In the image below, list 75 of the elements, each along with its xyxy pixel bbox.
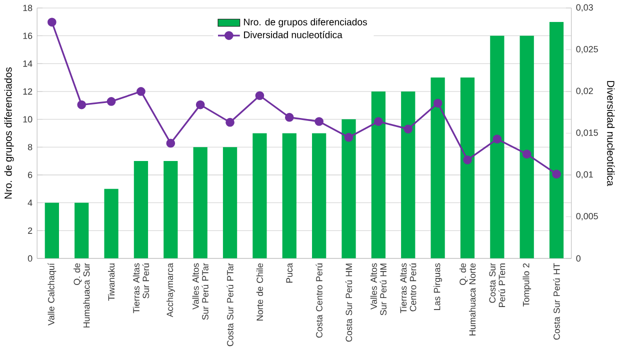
point bbox=[47, 18, 56, 27]
x-tick-label: Valles Altos Sur Perú HM bbox=[370, 263, 387, 316]
x-tick-label: Valle Calchaquí bbox=[48, 263, 56, 326]
point bbox=[136, 87, 146, 96]
y2-tick-label: 0,025 bbox=[576, 46, 598, 54]
point bbox=[344, 132, 354, 142]
x-tick-label: Las Pirguas bbox=[434, 263, 442, 310]
y2-tick-label: 0,01 bbox=[576, 171, 593, 179]
point bbox=[463, 156, 472, 164]
x-tick-label: Tierras Altas Centro Perú bbox=[400, 263, 416, 314]
point bbox=[374, 117, 383, 126]
bar bbox=[312, 133, 326, 258]
legend-label: Diversidad nucleotídica bbox=[244, 31, 342, 38]
point bbox=[255, 91, 264, 100]
x-tick-label: Costa Sur Perú PTar bbox=[226, 263, 234, 346]
bar bbox=[282, 133, 296, 258]
bar bbox=[401, 91, 416, 258]
point bbox=[492, 134, 502, 144]
bar bbox=[490, 36, 504, 258]
bar bbox=[164, 161, 178, 258]
x-tick-label: Valles Altos Sur Perú PTar bbox=[192, 263, 208, 320]
bar bbox=[222, 147, 238, 258]
point bbox=[404, 124, 413, 134]
bar bbox=[460, 78, 475, 258]
y-tick-label: 4 bbox=[28, 200, 32, 206]
x-tick-label: Q. de Humahuaca Sur bbox=[74, 263, 90, 328]
x-tick-label: Norte de Chile bbox=[256, 263, 263, 320]
y-tick-label: 12 bbox=[23, 88, 32, 95]
y-tick-label: 18 bbox=[23, 4, 32, 12]
bar bbox=[104, 188, 118, 258]
x-tick-label: Tierras Altas Sur Perú bbox=[132, 263, 150, 314]
x-tick-label: Puca bbox=[286, 262, 293, 283]
y-tick-label: 16 bbox=[23, 32, 32, 39]
point bbox=[522, 150, 532, 159]
x-tick-label: Tiwanaku bbox=[108, 264, 115, 301]
y-tick-label: 10 bbox=[23, 116, 32, 122]
bar bbox=[549, 22, 564, 258]
y-tick-label: 14 bbox=[23, 60, 32, 67]
bar bbox=[134, 161, 148, 258]
x-tick-label: Costa Sur Perú HT bbox=[553, 263, 560, 340]
y2-axis-title: Diversidad nucleotídica bbox=[607, 81, 615, 186]
point bbox=[314, 117, 324, 126]
legend-label: Nro. de grupos diferenciados bbox=[244, 18, 367, 28]
x-tick-label: Costa Centro Perú bbox=[316, 264, 322, 338]
y2-tick-label: 0,02 bbox=[576, 88, 593, 96]
bar bbox=[430, 78, 445, 258]
x-tick-label: Costa Sur Perú HM bbox=[345, 264, 352, 342]
point bbox=[433, 98, 442, 108]
point bbox=[77, 100, 86, 110]
y-axis-title: Nro. de grupos diferenciados bbox=[4, 67, 14, 199]
point bbox=[552, 170, 561, 179]
point bbox=[284, 112, 294, 122]
y-tick-label: 2 bbox=[28, 228, 32, 234]
y-tick-label: 0 bbox=[28, 255, 32, 262]
point bbox=[196, 100, 205, 110]
y2-tick-label: 0 bbox=[576, 255, 581, 262]
x-tick-label: Tompullo 2 bbox=[522, 263, 532, 307]
x-tick-label: Acchaymarca bbox=[166, 262, 175, 318]
x-tick-label: Q. de Humahuaca Norte bbox=[459, 263, 476, 336]
x-tick-label: Costa Sur Perú PTem bbox=[489, 263, 506, 308]
y-tick-label: 8 bbox=[28, 144, 32, 150]
bar bbox=[342, 119, 356, 258]
y2-tick-label: 0,03 bbox=[576, 4, 593, 12]
bar bbox=[371, 91, 386, 258]
bar bbox=[44, 202, 59, 258]
point bbox=[106, 97, 116, 106]
y2-tick-label: 0,005 bbox=[576, 213, 598, 220]
bar bbox=[520, 36, 534, 258]
y2-tick-label: 0,015 bbox=[576, 130, 598, 137]
bar bbox=[193, 147, 208, 258]
bar bbox=[74, 202, 89, 258]
bar bbox=[252, 133, 267, 258]
point bbox=[166, 138, 176, 148]
point bbox=[226, 118, 234, 127]
y-tick-label: 6 bbox=[28, 172, 32, 178]
